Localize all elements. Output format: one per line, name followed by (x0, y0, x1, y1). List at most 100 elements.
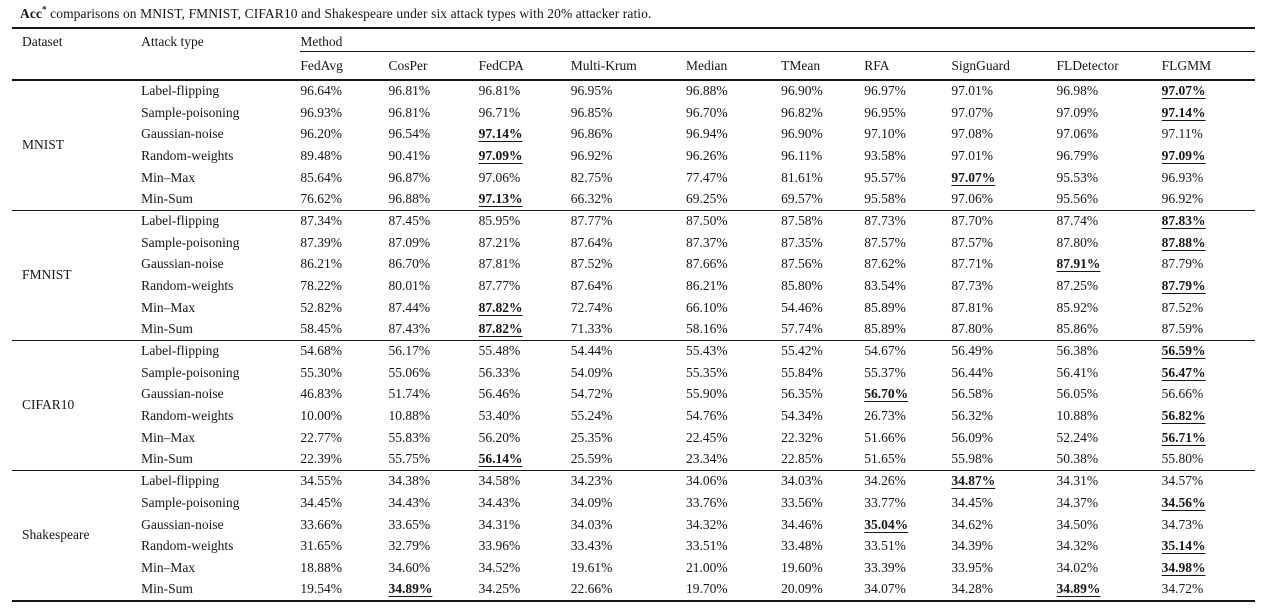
attack-type-label: Label-flipping (141, 473, 220, 489)
table-row-shakespeare-min-sum: Min-Sum 19.54% 34.89% 34.25% 22.66% 19.70% 20.… (12, 578, 1255, 602)
value-fmnist-min-max-fldetector: 85.92% (1056, 299, 1099, 315)
value-fmnist-random-weights-multi-krum: 87.64% (570, 278, 613, 294)
value-shakespeare-random-weights-tmean: 33.48% (781, 538, 823, 554)
table-row-mnist-random-weights: Random-weights 89.48% 90.41% 97.09% 96.92% 96… (12, 145, 1255, 167)
value-mnist-label-flipping-fldetector: 96.98% (1056, 83, 1099, 99)
value-fmnist-random-weights-flgmm: 87.79% (1161, 278, 1206, 294)
value-fmnist-min-sum-fldetector: 85.86% (1046, 318, 1152, 341)
table-row-mnist-min-max: Min–Max 85.64% 96.87% 97.06% 82.75% 77.47% 81.… (12, 167, 1255, 189)
value-mnist-min-max-multi-krum: 82.75% (570, 169, 613, 185)
value-mnist-label-flipping-cosper: 96.81% (388, 83, 431, 99)
table-row-shakespeare-gaussian-noise: Gaussian-noise 33.66% 33.65% 34.31% 34.03% 34… (12, 514, 1255, 536)
method-header-flgmm: FLGMM (1151, 52, 1255, 81)
value-mnist-random-weights-fldetector: 96.79% (1056, 147, 1099, 163)
value-shakespeare-gaussian-noise-median: 34.32% (685, 516, 728, 532)
value-fmnist-label-flipping-fedavg: 87.34% (300, 213, 343, 229)
value-fmnist-min-sum-fedavg: 58.45% (290, 318, 379, 341)
col-header-method: Method (290, 28, 1255, 52)
value-cifar10-label-flipping-flgmm: 56.59% (1161, 343, 1206, 359)
value-mnist-label-flipping-rfa: 96.97% (864, 83, 906, 99)
attack-type-label: Label-flipping (141, 343, 220, 359)
attack-type-label: Label-flipping (141, 213, 220, 229)
value-mnist-label-flipping-fedcpa: 96.81% (478, 83, 521, 99)
value-fmnist-random-weights-fedcpa: 87.77% (478, 278, 521, 294)
method-header-cosper: CosPer (378, 52, 469, 81)
value-shakespeare-min-max-signguard: 33.95% (951, 559, 993, 575)
value-shakespeare-sample-poisoning-multi-krum: 34.09% (570, 494, 613, 510)
table-row-cifar10-min-max: Min–Max 22.77% 55.83% 56.20% 25.35% 22.45% 22.… (12, 427, 1255, 449)
value-cifar10-gaussian-noise-fedcpa: 56.46% (478, 386, 521, 402)
value-shakespeare-min-sum-fldetector: 34.89% (1046, 578, 1152, 602)
value-shakespeare-min-sum-tmean: 20.09% (771, 578, 855, 602)
attack-type-label: Random-weights (141, 278, 234, 294)
value-fmnist-sample-poisoning-fedavg: 87.39% (300, 234, 343, 250)
table-row-mnist-label-flipping: MNIST Label-flipping 96.64% 96.81% 96.81% 96.… (12, 80, 1255, 211)
value-fmnist-gaussian-noise-cosper: 86.70% (388, 256, 431, 272)
value-cifar10-sample-poisoning-rfa: 55.37% (864, 364, 906, 380)
results-table: Dataset Attack type Method FedAvg CosPer F… (12, 27, 1255, 602)
value-fmnist-min-sum-multi-krum: 71.33% (560, 318, 676, 341)
table-row-fmnist-min-max: Min–Max 52.82% 87.44% 87.82% 72.74% 66.10% 54.… (12, 297, 1255, 319)
value-mnist-min-max-fedavg: 85.64% (300, 169, 343, 185)
value-shakespeare-gaussian-noise-signguard: 34.62% (951, 516, 993, 532)
value-cifar10-min-max-flgmm: 56.71% (1161, 429, 1206, 445)
table-row-fmnist-label-flipping: FMNIST Label-flipping 87.34% 87.45% 85.95% 87… (12, 210, 1255, 341)
method-names-row: FedAvg CosPer FedCPA Multi-Krum Median TMean R… (12, 52, 1255, 81)
value-shakespeare-min-max-cosper: 34.60% (388, 559, 431, 575)
table-caption: Acc* comparisons on MNIST, FMNIST, CIFAR… (12, 5, 1255, 27)
value-mnist-random-weights-tmean: 96.11% (781, 147, 823, 163)
value-mnist-min-max-rfa: 95.57% (864, 169, 906, 185)
value-mnist-min-sum-cosper: 96.88% (378, 188, 469, 211)
value-mnist-random-weights-median: 96.26% (685, 147, 728, 163)
value-cifar10-min-sum-fedcpa: 56.14% (468, 448, 561, 471)
value-shakespeare-min-sum-fedcpa: 34.25% (468, 578, 561, 602)
value-mnist-min-sum-multi-krum: 66.32% (560, 188, 676, 211)
value-fmnist-min-sum-flgmm: 87.59% (1151, 318, 1255, 341)
attack-type-label: Min-Sum (131, 318, 291, 341)
value-shakespeare-label-flipping-tmean: 34.03% (781, 473, 823, 489)
table-row-shakespeare-sample-poisoning: Sample-poisoning 34.45% 34.43% 34.43% 34.09%… (12, 492, 1255, 514)
attack-type-label: Sample-poisoning (141, 104, 240, 120)
value-mnist-gaussian-noise-signguard: 97.08% (951, 126, 993, 142)
value-mnist-min-max-fedcpa: 97.06% (478, 169, 521, 185)
value-fmnist-gaussian-noise-fedcpa: 87.81% (478, 256, 521, 272)
value-fmnist-sample-poisoning-signguard: 87.57% (951, 234, 993, 250)
value-fmnist-gaussian-noise-median: 87.66% (685, 256, 728, 272)
value-fmnist-label-flipping-flgmm: 87.83% (1161, 213, 1206, 229)
value-fmnist-random-weights-median: 86.21% (685, 278, 728, 294)
header-row-1: Dataset Attack type Method (12, 28, 1255, 52)
value-fmnist-min-max-rfa: 85.89% (864, 299, 906, 315)
value-fmnist-sample-poisoning-cosper: 87.09% (388, 234, 431, 250)
value-fmnist-min-max-flgmm: 87.52% (1161, 299, 1204, 315)
value-cifar10-gaussian-noise-fldetector: 56.05% (1056, 386, 1099, 402)
value-cifar10-random-weights-cosper: 10.88% (388, 408, 431, 424)
value-shakespeare-min-sum-multi-krum: 22.66% (560, 578, 676, 602)
table-row-mnist-sample-poisoning: Sample-poisoning 96.93% 96.81% 96.71% 96.85%… (12, 102, 1255, 124)
value-shakespeare-min-sum-cosper: 34.89% (378, 578, 469, 602)
value-fmnist-random-weights-signguard: 87.73% (951, 278, 993, 294)
value-cifar10-min-sum-rfa: 51.65% (854, 448, 942, 471)
attack-type-label: Min–Max (141, 559, 196, 575)
value-mnist-gaussian-noise-cosper: 96.54% (388, 126, 431, 142)
attack-type-label: Gaussian-noise (141, 516, 224, 532)
value-cifar10-gaussian-noise-signguard: 56.58% (951, 386, 993, 402)
value-cifar10-min-max-fldetector: 52.24% (1056, 429, 1099, 445)
value-cifar10-min-sum-fldetector: 50.38% (1046, 448, 1152, 471)
value-mnist-sample-poisoning-multi-krum: 96.85% (570, 104, 613, 120)
value-cifar10-gaussian-noise-tmean: 56.35% (781, 386, 823, 402)
value-mnist-label-flipping-flgmm: 97.07% (1161, 83, 1206, 99)
value-cifar10-gaussian-noise-rfa: 56.70% (864, 386, 909, 402)
method-header-multi-krum: Multi-Krum (560, 52, 676, 81)
value-mnist-random-weights-multi-krum: 96.92% (570, 147, 613, 163)
value-shakespeare-label-flipping-median: 34.06% (685, 473, 728, 489)
value-fmnist-sample-poisoning-tmean: 87.35% (781, 234, 823, 250)
value-shakespeare-sample-poisoning-median: 33.76% (685, 494, 728, 510)
value-fmnist-random-weights-fldetector: 87.25% (1056, 278, 1099, 294)
value-shakespeare-random-weights-multi-krum: 33.43% (570, 538, 613, 554)
value-shakespeare-random-weights-flgmm: 35.14% (1161, 538, 1206, 554)
value-cifar10-random-weights-fedcpa: 53.40% (478, 408, 521, 424)
value-shakespeare-label-flipping-fedcpa: 34.58% (478, 473, 521, 489)
value-mnist-sample-poisoning-fedavg: 96.93% (300, 104, 343, 120)
value-mnist-min-sum-tmean: 69.57% (771, 188, 855, 211)
